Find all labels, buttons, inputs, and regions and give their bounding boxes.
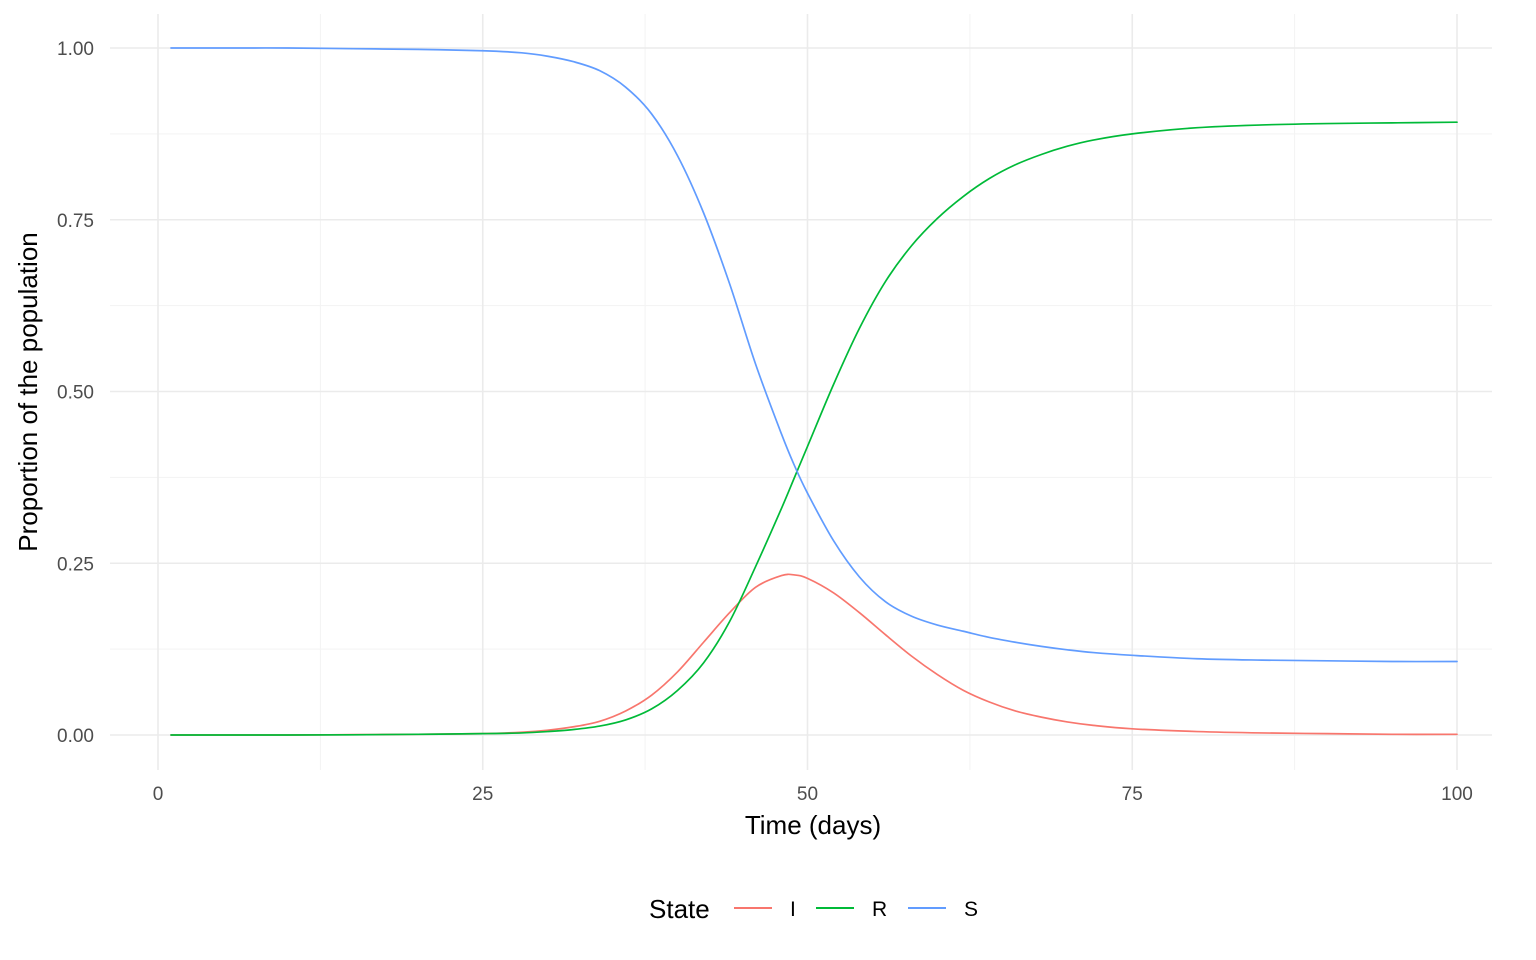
x-axis-title: Time (days)	[745, 810, 881, 840]
legend: State I R S	[649, 894, 978, 924]
y-tick-label: 0.50	[57, 383, 94, 404]
y-tick-label: 0.00	[57, 726, 94, 747]
x-tick-label: 75	[1122, 784, 1143, 805]
series-line-R	[170, 121, 1458, 736]
y-tick-label: 0.75	[57, 211, 94, 232]
legend-label-R: R	[872, 898, 887, 921]
x-tick-label: 0	[153, 784, 164, 805]
legend-label-S: S	[964, 898, 978, 921]
legend-title: State	[649, 894, 710, 924]
y-tick-label: 0.25	[57, 554, 94, 575]
series-layer	[170, 47, 1458, 736]
y-axis-ticks: 0.00 0.25 0.50 0.75 1.00	[57, 39, 94, 747]
series-line-S	[170, 47, 1458, 663]
series-line-I	[170, 573, 1458, 736]
legend-label-I: I	[790, 898, 796, 921]
y-axis-title: Proportion of the population	[13, 232, 43, 551]
grid	[110, 14, 1492, 770]
x-tick-label: 25	[472, 784, 493, 805]
x-tick-label: 50	[797, 784, 818, 805]
x-tick-label: 100	[1441, 784, 1473, 805]
y-tick-label: 1.00	[57, 39, 94, 60]
x-axis-ticks: 0 25 50 75 100	[153, 784, 1473, 805]
